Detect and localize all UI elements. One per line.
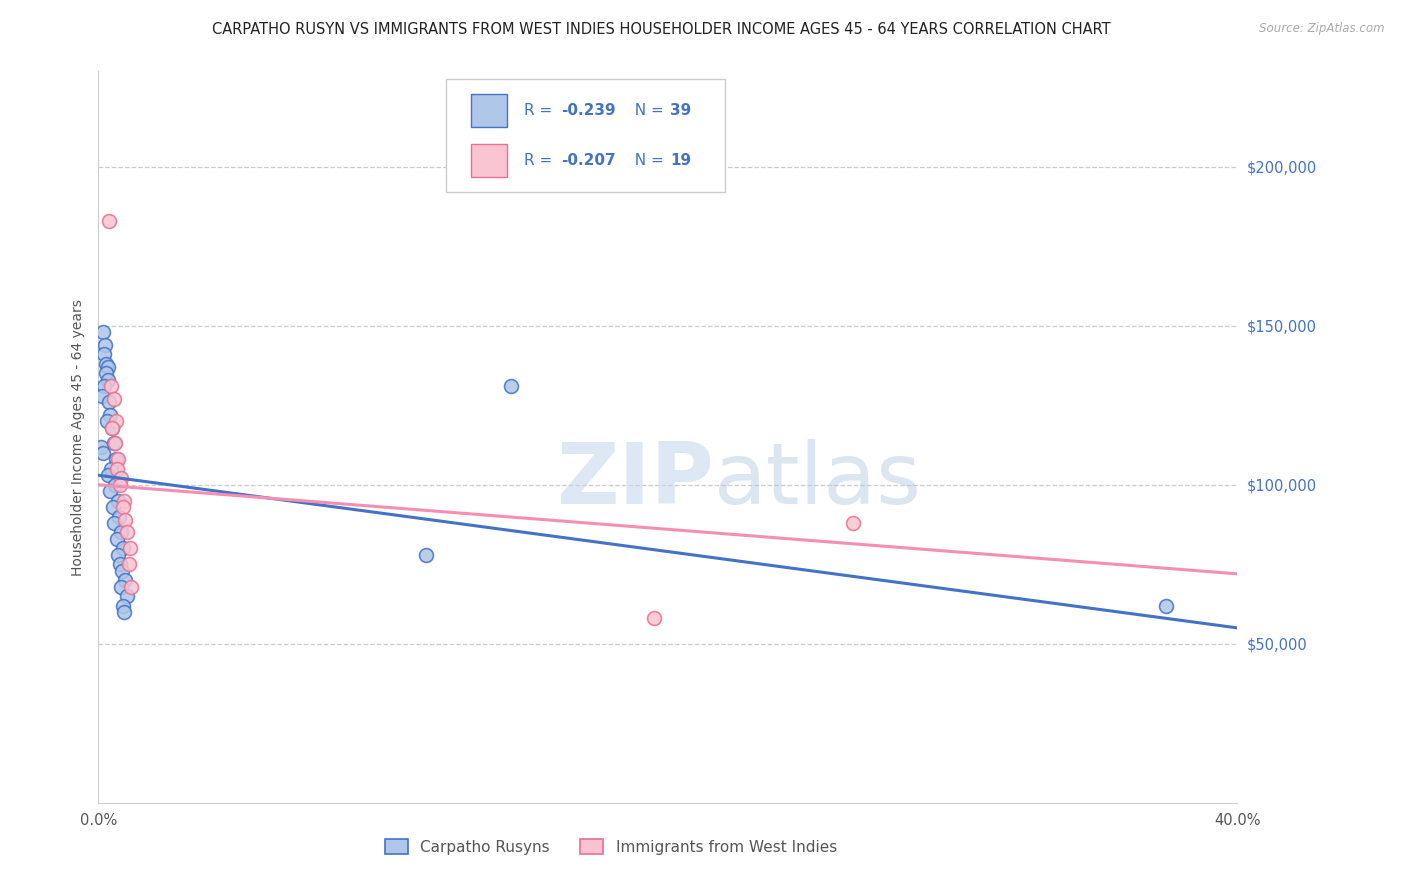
Point xyxy=(101,420,124,434)
Point xyxy=(96,414,118,428)
Point xyxy=(118,541,141,556)
Point xyxy=(114,573,136,587)
Point xyxy=(90,440,112,454)
Point xyxy=(1154,599,1177,613)
Point xyxy=(107,493,129,508)
Point xyxy=(98,484,121,499)
Point xyxy=(114,513,136,527)
Point xyxy=(93,347,115,361)
Point xyxy=(111,500,134,514)
Text: CARPATHO RUSYN VS IMMIGRANTS FROM WEST INDIES HOUSEHOLDER INCOME AGES 45 - 64 YE: CARPATHO RUSYN VS IMMIGRANTS FROM WEST I… xyxy=(211,22,1111,37)
Point xyxy=(110,580,132,594)
Text: Source: ZipAtlas.com: Source: ZipAtlas.com xyxy=(1260,22,1385,36)
Point xyxy=(105,414,128,428)
FancyBboxPatch shape xyxy=(471,144,508,177)
Point xyxy=(118,558,141,572)
Point xyxy=(91,325,114,339)
Legend: Carpatho Rusyns, Immigrants from West Indies: Carpatho Rusyns, Immigrants from West In… xyxy=(380,833,842,861)
Point xyxy=(105,532,128,546)
Point xyxy=(110,525,132,540)
Point xyxy=(91,446,114,460)
Point xyxy=(100,408,122,422)
Text: 39: 39 xyxy=(671,103,692,118)
Text: R =: R = xyxy=(524,153,557,168)
Point xyxy=(101,500,124,514)
Point xyxy=(97,468,120,483)
Point xyxy=(842,516,865,530)
Point xyxy=(107,548,129,562)
Point xyxy=(110,471,132,485)
Y-axis label: Householder Income Ages 45 - 64 years: Householder Income Ages 45 - 64 years xyxy=(70,299,84,575)
Point xyxy=(105,452,128,467)
Text: N =: N = xyxy=(624,103,668,118)
Point xyxy=(103,392,125,406)
Point xyxy=(104,436,127,450)
Text: 19: 19 xyxy=(671,153,692,168)
Point xyxy=(115,525,138,540)
Point xyxy=(90,389,112,403)
FancyBboxPatch shape xyxy=(471,94,508,127)
Point xyxy=(100,462,122,476)
Point xyxy=(97,373,120,387)
Point xyxy=(112,605,135,619)
Point xyxy=(643,611,665,625)
Point xyxy=(111,564,134,578)
Point xyxy=(120,580,142,594)
Point xyxy=(108,558,131,572)
Text: atlas: atlas xyxy=(713,440,921,523)
Point xyxy=(103,516,125,530)
Point xyxy=(96,360,118,375)
Point xyxy=(105,462,128,476)
Point xyxy=(103,436,125,450)
Text: ZIP: ZIP xyxy=(555,440,713,523)
Point xyxy=(101,420,124,434)
Point xyxy=(93,379,115,393)
Point xyxy=(98,214,121,228)
FancyBboxPatch shape xyxy=(446,78,725,192)
Point xyxy=(108,477,131,491)
Text: -0.239: -0.239 xyxy=(561,103,616,118)
Point xyxy=(112,541,135,556)
Point xyxy=(501,379,523,393)
Point xyxy=(100,379,122,393)
Point xyxy=(112,493,135,508)
Point xyxy=(107,452,129,467)
Point xyxy=(98,395,121,409)
Point xyxy=(93,338,115,352)
Point xyxy=(104,477,127,491)
Text: R =: R = xyxy=(524,103,557,118)
Point xyxy=(94,367,117,381)
Point xyxy=(108,509,131,524)
Text: N =: N = xyxy=(624,153,668,168)
Point xyxy=(96,357,118,371)
Text: -0.207: -0.207 xyxy=(561,153,616,168)
Point xyxy=(415,548,437,562)
Point xyxy=(112,599,135,613)
Point xyxy=(117,589,139,603)
